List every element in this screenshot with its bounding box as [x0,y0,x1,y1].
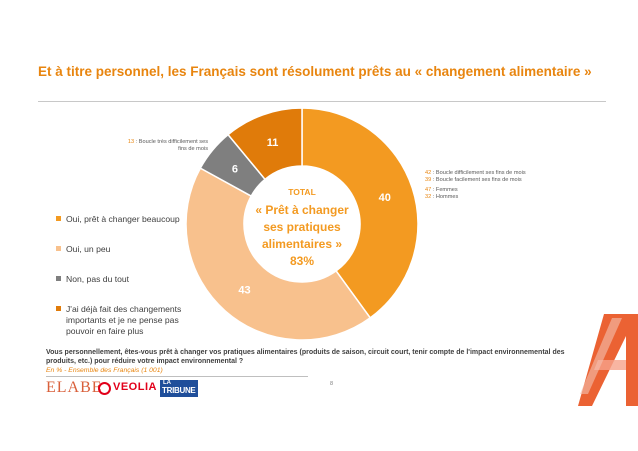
footer-divider [46,376,308,377]
annotation-text: : Boucle difficilement ses fins de mois [431,170,526,176]
annotation-left: 13 : Boucle très difficilement ses fins … [120,139,208,153]
title-divider [38,101,606,102]
annotation-right-row: 42 : Boucle difficilement ses fins de mo… [425,170,545,177]
slice-un-peu [185,167,372,341]
slice-value-label: 6 [232,164,238,176]
annotation-text: : Boucle facilement ses fins de mois [431,177,522,183]
veolia-logo-text: VEOLIA [113,381,157,393]
slice-value-label: 11 [267,137,279,149]
annotation-number: 32 [425,194,432,200]
annotation-text: : Femmes [431,187,458,193]
la-tribune-logo-top: LA [163,380,171,386]
legend-swatch [56,306,61,311]
legend-label: Oui, un peu [66,244,111,254]
legend-swatch [56,246,61,251]
donut-center-text: alimentaires » [262,237,342,251]
legend-item-beaucoup: Oui, prêt à changer beaucoup [56,214,196,225]
legend-label: Non, pas du tout [66,274,130,284]
slice-deja-fait [227,107,303,181]
legend-item-pas-du-tout: Non, pas du tout [56,274,196,285]
page-number: 8 [330,381,334,387]
annotation-left-number: 13 [127,139,135,145]
elabe-logo: ELABE [46,379,103,396]
legend-swatch [56,216,61,221]
annotation-right: 42 : Boucle difficilement ses fins de mo… [425,170,545,201]
veolia-ring-icon [98,382,111,395]
annotation-text: : Hommes [431,194,459,200]
annotation-left-text: : Boucle très difficilement ses fins de … [134,139,208,152]
survey-question: Vous personnellement, êtes-vous prêt à c… [46,349,565,365]
legend-label: J'ai déjà fait des changements important… [66,304,182,336]
donut-center-text: « Prêt à changer [255,203,349,217]
survey-source: En % - Ensemble des Français (1 001) [46,367,163,374]
donut-center-text: ses pratiques [263,220,341,234]
donut-center-text: 83% [290,254,314,268]
legend-swatch [56,276,61,281]
annotation-right-row: 39 : Boucle facilement ses fins de mois [425,177,545,184]
slice-value-label: 43 [238,284,250,296]
legend-item-deja-fait: J'ai déjà fait des changements important… [56,304,196,337]
slice-beaucoup [301,107,419,319]
page-title: Et à titre personnel, les Français sont … [38,64,592,79]
la-tribune-logo: LA TRIBUNE [160,380,198,397]
annotation-number: 47 [425,187,432,193]
donut-center-text: TOTAL [288,187,316,197]
annotation-number: 39 [425,177,432,183]
annotation-number: 42 [425,170,432,176]
annotation-right-row: 32 : Hommes [425,194,545,201]
la-tribune-logo-main: TRIBUNE [162,386,196,395]
brand-a-mark-icon [578,314,638,406]
legend-label: Oui, prêt à changer beaucoup [66,214,180,224]
annotation-right-row: 47 : Femmes [425,187,545,194]
slice-value-label: 40 [379,192,391,204]
chart-legend: Oui, prêt à changer beaucoup Oui, un peu… [56,214,196,337]
legend-item-un-peu: Oui, un peu [56,244,196,255]
